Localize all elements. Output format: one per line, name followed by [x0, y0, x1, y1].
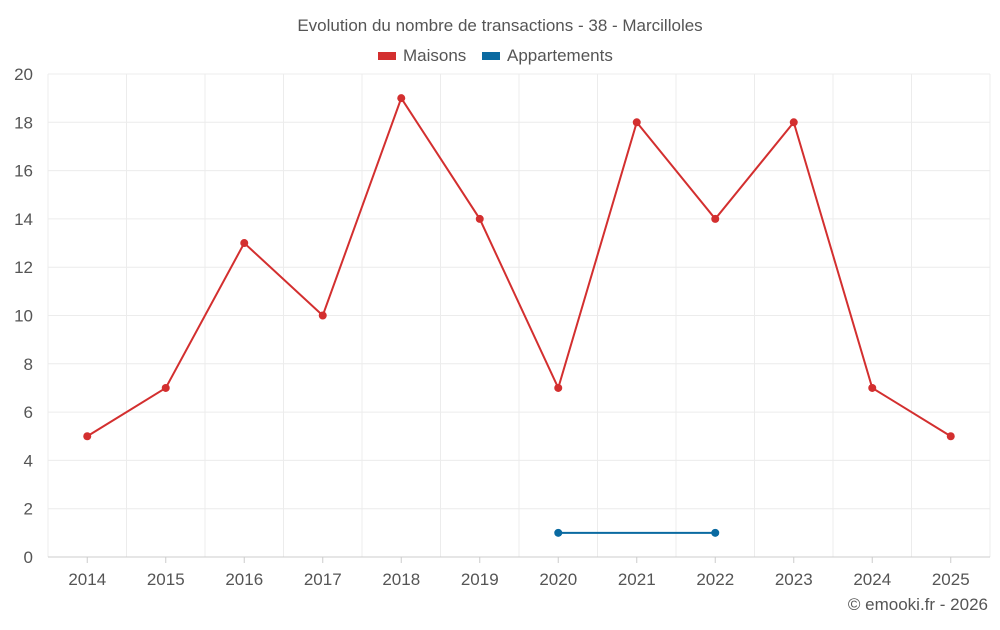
- x-tick-label: 2020: [539, 570, 577, 589]
- axes: 0 2 4 6 8 10 12 14 16 18 20 2014 2015 2016 2017 2018 201…: [14, 65, 990, 589]
- legend-swatch-appartements: [482, 52, 500, 60]
- data-point-maisons[interactable]: [397, 94, 406, 103]
- data-point-maisons[interactable]: [946, 432, 955, 441]
- legend-item-maisons[interactable]: Maisons: [378, 46, 466, 65]
- y-tick-label: 10: [14, 307, 33, 326]
- legend-label-appartements: Appartements: [507, 46, 613, 65]
- legend-item-appartements[interactable]: Appartements: [482, 46, 613, 65]
- data-point-maisons[interactable]: [789, 118, 798, 127]
- x-tick-label: 2024: [853, 570, 891, 589]
- data-point-maisons[interactable]: [240, 239, 249, 248]
- data-point-maisons[interactable]: [632, 118, 641, 127]
- y-tick-label: 2: [24, 500, 33, 519]
- series-line-maisons: [86, 95, 952, 438]
- x-tick-label: 2023: [775, 570, 813, 589]
- data-point-maisons[interactable]: [711, 214, 720, 223]
- y-tick-label: 8: [24, 355, 33, 374]
- x-tick-label: 2025: [932, 570, 970, 589]
- data-point-maisons[interactable]: [475, 214, 484, 223]
- x-tick-label: 2018: [382, 570, 420, 589]
- data-point-maisons[interactable]: [554, 383, 563, 392]
- y-tick-label: 16: [14, 162, 33, 181]
- credit-text: © emooki.fr - 2026: [848, 595, 988, 614]
- x-tick-label: 2019: [461, 570, 499, 589]
- data-point-maisons[interactable]: [161, 383, 170, 392]
- legend: Maisons Appartements: [378, 46, 613, 65]
- y-tick-label: 6: [24, 403, 33, 422]
- x-tick-label: 2017: [304, 570, 342, 589]
- data-point-appartements[interactable]: [711, 528, 720, 537]
- x-tick-label: 2015: [147, 570, 185, 589]
- y-tick-label: 12: [14, 258, 33, 277]
- series: [83, 94, 955, 537]
- legend-swatch-maisons: [378, 52, 396, 60]
- grid: [47, 73, 991, 558]
- chart-title: Evolution du nombre de transactions - 38…: [297, 16, 702, 35]
- x-tick-label: 2016: [225, 570, 263, 589]
- legend-label-maisons: Maisons: [403, 46, 466, 65]
- data-point-appartements[interactable]: [554, 528, 563, 537]
- y-tick-label: 14: [14, 210, 33, 229]
- y-tick-label: 18: [14, 113, 33, 132]
- data-point-maisons[interactable]: [83, 432, 92, 441]
- y-tick-label: 4: [24, 451, 33, 470]
- x-tick-label: 2021: [618, 570, 656, 589]
- data-point-maisons[interactable]: [868, 383, 877, 392]
- x-tick-label: 2014: [68, 570, 106, 589]
- data-point-maisons[interactable]: [318, 311, 327, 320]
- y-tick-label: 0: [24, 548, 33, 567]
- y-tick-label: 20: [14, 65, 33, 84]
- x-tick-label: 2022: [696, 570, 734, 589]
